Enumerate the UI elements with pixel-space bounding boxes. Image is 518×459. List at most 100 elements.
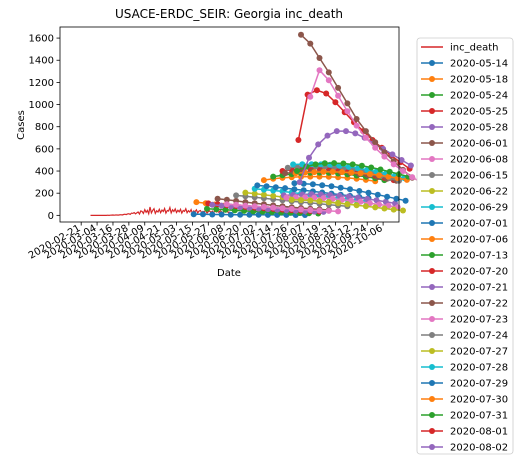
legend-entry: 2020-07-24 — [421, 331, 508, 342]
data-point — [349, 161, 356, 168]
data-point — [385, 173, 392, 180]
data-point — [357, 170, 364, 177]
data-point — [190, 211, 197, 218]
data-point — [333, 128, 340, 135]
data-point — [316, 55, 323, 61]
data-point — [384, 193, 391, 200]
data-point — [353, 116, 360, 122]
data-point — [353, 202, 360, 209]
series-2020-05-14 — [190, 211, 308, 218]
legend-label: 2020-07-30 — [450, 395, 508, 406]
legend-marker — [429, 252, 435, 258]
legend-label: 2020-07-23 — [450, 315, 508, 326]
legend-label: 2020-08-01 — [450, 427, 508, 438]
legend-marker — [429, 396, 435, 402]
data-point — [223, 201, 230, 208]
data-point — [353, 122, 360, 129]
data-point — [214, 195, 221, 202]
data-point — [283, 194, 290, 201]
legend-marker — [429, 412, 435, 418]
data-point — [319, 182, 326, 189]
legend-entry: 2020-06-01 — [421, 139, 508, 150]
data-point — [254, 182, 261, 189]
data-point — [329, 195, 336, 202]
data-point — [200, 211, 206, 218]
data-point — [348, 169, 355, 176]
data-point — [284, 164, 291, 171]
data-point — [343, 128, 349, 135]
y-tick-label: 1600 — [29, 34, 54, 45]
data-point — [288, 196, 295, 203]
legend-entry: 2020-05-14 — [421, 59, 508, 70]
legend-label: 2020-07-06 — [450, 235, 508, 246]
data-point — [332, 99, 339, 106]
data-point — [242, 202, 249, 209]
legend-entry: 2020-05-25 — [421, 107, 508, 118]
legend-entry: 2020-07-13 — [421, 251, 508, 262]
data-point — [331, 160, 338, 167]
data-point — [325, 199, 332, 206]
x-axis-label: Date — [217, 268, 241, 279]
legend-label: 2020-07-31 — [450, 411, 508, 422]
data-point — [316, 207, 323, 214]
legend-label: 2020-05-14 — [450, 59, 508, 70]
legend-entry: 2020-07-28 — [421, 363, 508, 374]
legend-marker — [429, 204, 435, 210]
data-point — [295, 137, 302, 143]
legend-entry: 2020-07-23 — [421, 315, 508, 326]
data-point — [323, 90, 330, 97]
data-point — [291, 186, 298, 193]
legend-marker — [429, 188, 435, 194]
data-point — [270, 173, 277, 180]
data-point — [316, 198, 323, 205]
legend-label: 2020-08-02 — [450, 443, 508, 454]
legend-label: 2020-06-15 — [450, 171, 508, 182]
legend-entry: 2020-07-21 — [421, 283, 508, 294]
legend-label: 2020-06-01 — [450, 139, 508, 150]
legend-marker — [429, 428, 435, 434]
data-point — [340, 160, 347, 167]
series-2020-07-21 — [280, 191, 398, 207]
plot-area — [60, 27, 399, 222]
legend-label: inc_death — [450, 43, 499, 54]
data-point — [376, 172, 383, 179]
legend-label: 2020-05-24 — [450, 91, 508, 102]
legend-label: 2020-07-27 — [450, 347, 508, 358]
data-point — [344, 108, 351, 115]
data-point — [282, 170, 289, 177]
data-point — [344, 100, 351, 107]
data-point — [320, 168, 327, 175]
data-point — [270, 192, 277, 199]
data-point — [400, 207, 406, 214]
legend-entry: 2020-05-24 — [421, 91, 508, 102]
data-point — [311, 169, 318, 176]
legend-entry: 2020-07-22 — [421, 299, 508, 310]
data-point — [312, 161, 319, 168]
data-point — [357, 198, 364, 205]
y-tick-label: 1400 — [29, 56, 54, 67]
series-2020-07-31 — [294, 160, 412, 180]
data-point — [316, 67, 323, 74]
data-point — [298, 31, 304, 38]
data-point — [339, 196, 346, 203]
legend-label: 2020-07-22 — [450, 299, 508, 310]
data-point — [374, 191, 381, 198]
data-point — [407, 162, 414, 169]
data-point — [260, 203, 267, 210]
data-point — [291, 180, 298, 187]
data-point — [298, 206, 304, 213]
data-point — [347, 186, 353, 193]
legend-label: 2020-05-25 — [450, 107, 508, 118]
legend-label: 2020-05-28 — [450, 123, 508, 134]
series-2020-05-28 — [209, 201, 327, 215]
data-point — [313, 87, 320, 94]
data-point — [233, 201, 240, 208]
legend-marker — [429, 108, 435, 114]
data-point — [335, 208, 342, 215]
data-point — [362, 134, 369, 141]
y-tick-label: 1000 — [29, 100, 54, 111]
legend-entry: 2020-05-28 — [421, 123, 508, 134]
legend-marker — [429, 364, 435, 370]
legend-marker — [429, 236, 435, 242]
